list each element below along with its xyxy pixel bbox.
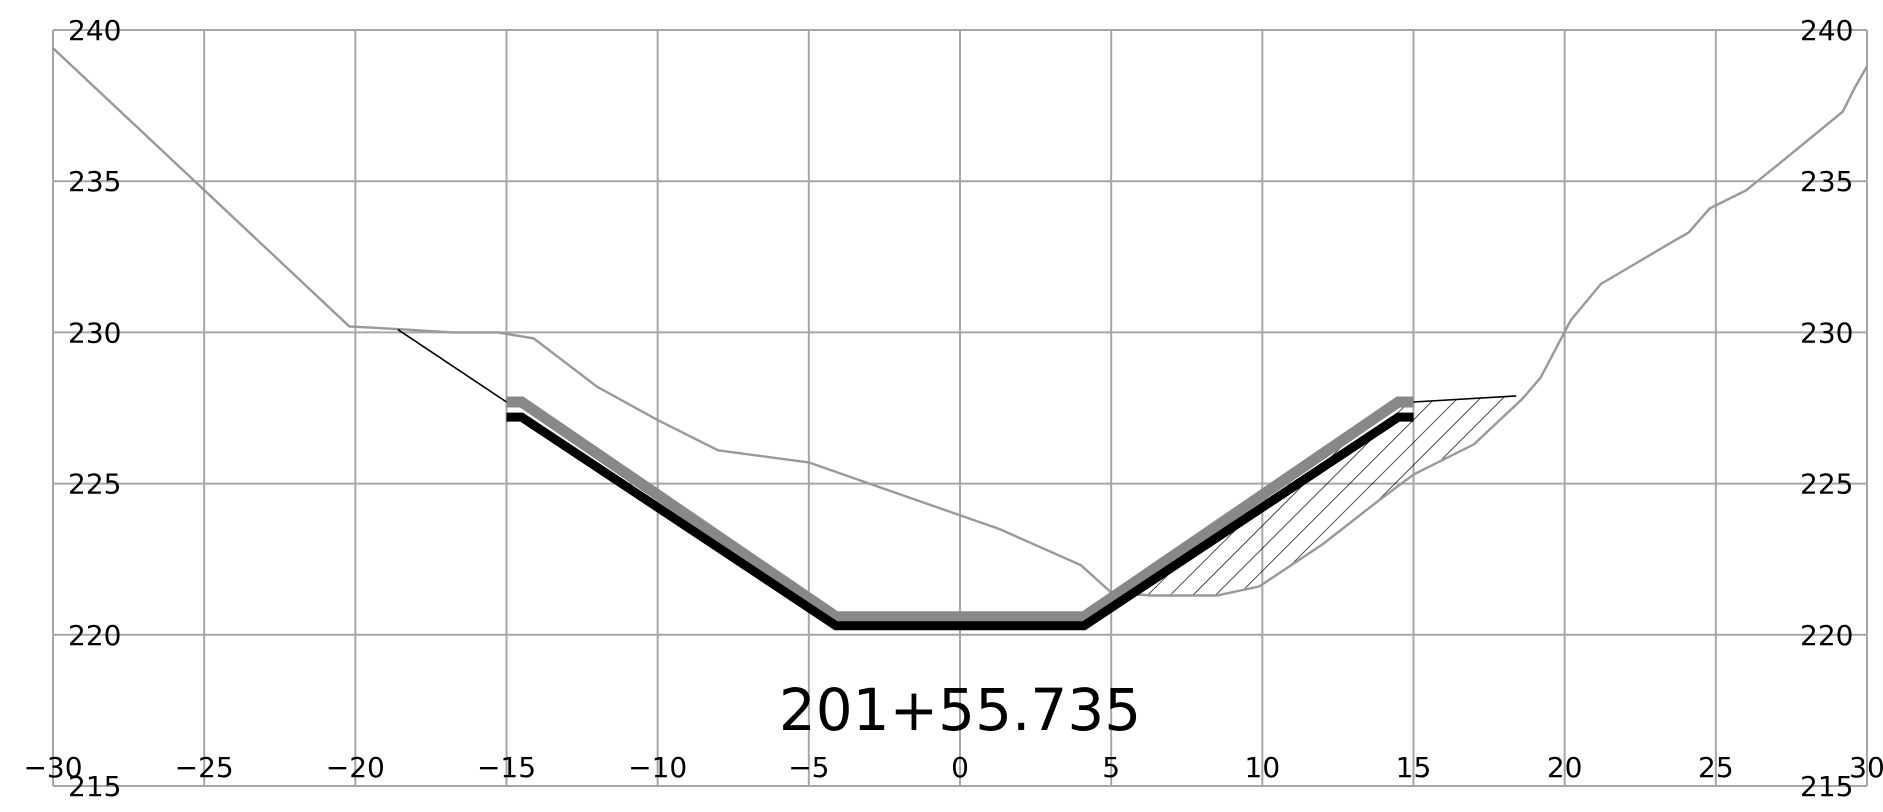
grid [52, 29, 1868, 787]
x-tick-label: 20 [1547, 751, 1583, 784]
y-tick-label-right: 240 [1800, 14, 1853, 47]
existing-ground-line [52, 47, 1869, 597]
y-tick-label-left: 230 [68, 316, 121, 349]
right-top-line-line [1413, 395, 1517, 403]
y-tick-label-left: 235 [68, 165, 121, 198]
design-outline-line [506, 396, 1414, 623]
x-tick-label: 15 [1396, 751, 1432, 784]
x-tick-label: 25 [1698, 751, 1734, 784]
x-tick-label: 0 [951, 751, 969, 784]
y-tick-label-right: 235 [1800, 165, 1853, 198]
x-tick-label: 10 [1245, 751, 1281, 784]
y-tick-label-right: 215 [1800, 770, 1853, 803]
x-tick-label: 5 [1102, 751, 1120, 784]
y-tick-label-left: 220 [68, 619, 121, 652]
left-tie-line-line [397, 328, 507, 403]
y-tick-label-right: 225 [1800, 468, 1853, 501]
x-tick-label: −15 [477, 751, 536, 784]
design-liner-line [506, 412, 1414, 631]
y-tick-label-left: 240 [68, 14, 121, 47]
hatch-fill-area [1126, 395, 1517, 596]
x-tick-label: −30 [23, 751, 82, 784]
x-tick-label: −25 [175, 751, 234, 784]
x-tick-label: −5 [788, 751, 829, 784]
y-tick-label-right: 230 [1800, 316, 1853, 349]
station-label: 201+55.735 [779, 676, 1141, 744]
y-tick-label-left: 215 [68, 770, 121, 803]
plot-area [52, 47, 1869, 631]
y-tick-label-left: 225 [68, 468, 121, 501]
y-tick-label-right: 220 [1800, 619, 1853, 652]
x-tick-label: −20 [326, 751, 385, 784]
x-tick-label: 30 [1849, 751, 1883, 784]
x-tick-label: −10 [628, 751, 687, 784]
